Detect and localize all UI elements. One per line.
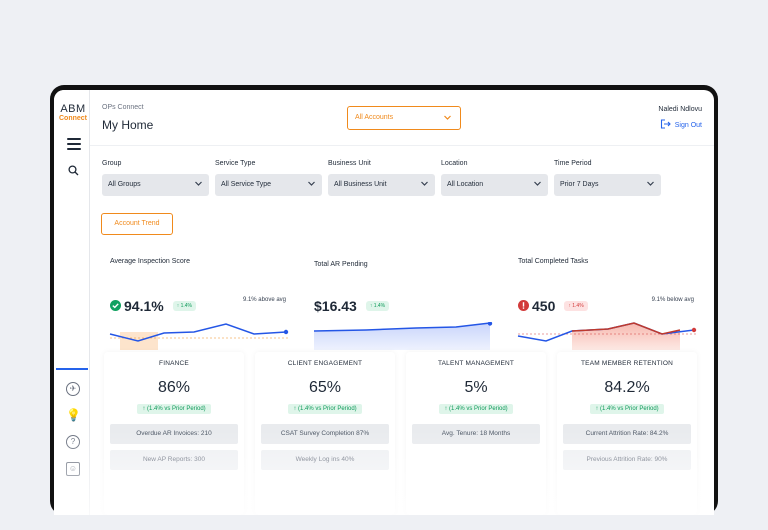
filter-label: Time Period (554, 160, 592, 167)
team-member-retention-card[interactable]: TEAM MEMBER RETENTION 84.2% ↑ (1.4% vs P… (557, 352, 697, 515)
filter-time-period: Time Period Prior 7 Days (554, 160, 661, 196)
location-select[interactable]: All Location (441, 174, 548, 196)
card-title: CLIENT ENGAGEMENT (287, 360, 363, 367)
card-detail-row: Previous Attrition Rate: 90% (563, 450, 691, 470)
completed-tasks-sparkline (517, 322, 697, 350)
business-unit-select[interactable]: All Business Unit (328, 174, 435, 196)
filter-label: Group (102, 160, 122, 167)
metric-cards: FINANCE 86% ↑ (1.4% vs Prior Period) Ove… (104, 352, 704, 515)
filter-business-unit: Business Unit All Business Unit (328, 160, 435, 196)
card-detail-row: CSAT Survey Completion 87% (261, 424, 389, 444)
check-circle-icon (110, 298, 121, 314)
kpi-value: $16.43 (314, 298, 357, 314)
search-icon[interactable] (68, 163, 79, 181)
app-screen: ABM Connect ✈ 💡 ? ☺ OPs Connect My Home … (54, 90, 714, 515)
card-detail-row: Avg. Tenure: 18 Months (412, 424, 540, 444)
filter-service-type: Service Type All Service Type (215, 160, 322, 196)
filter-location: Location All Location (441, 160, 548, 196)
card-detail-row: Overdue AR Invoices: 210 (110, 424, 238, 444)
brand-line2: Connect (59, 115, 87, 122)
kpi-title: Total AR Pending (314, 261, 368, 268)
kpi-note: 9.1% above avg (242, 297, 286, 303)
card-detail-row: Current Attrition Rate: 84.2% (563, 424, 691, 444)
card-title: FINANCE (159, 360, 189, 367)
kpi-title: Total Completed Tasks (518, 258, 589, 265)
user-name: Naledi Ndlovu (658, 106, 702, 113)
kpi-value-row: 450 ↑ 1.4% (518, 298, 588, 314)
kpi-note: 9.1% below avg (651, 297, 694, 303)
lightbulb-icon[interactable]: 💡 (66, 408, 81, 422)
card-detail-row: Weekly Log ins 40% (261, 450, 389, 470)
account-dropdown-value: All Accounts (355, 114, 394, 121)
hamburger-menu-icon[interactable] (67, 138, 81, 150)
kpi-value-row: 94.1% ↑ 1.4% (110, 298, 196, 314)
page-title: My Home (102, 118, 154, 132)
kpi-card-inspection[interactable]: Average Inspection Score 94.1% ↑ 1.4% 9.… (102, 250, 292, 350)
card-change: ↑ (1.4% vs Prior Period) (137, 404, 211, 414)
finance-card[interactable]: FINANCE 86% ↑ (1.4% vs Prior Period) Ove… (104, 352, 244, 515)
filter-label: Location (441, 160, 468, 167)
ar-pending-sparkline (313, 322, 493, 350)
select-value: All Service Type (221, 181, 272, 188)
kpi-card-ar-pending[interactable]: Total AR Pending $16.43 ↑ 1.4% (306, 250, 496, 350)
time-period-select[interactable]: Prior 7 Days (554, 174, 661, 196)
chevron-down-icon (533, 179, 542, 190)
chevron-down-icon (646, 179, 655, 190)
filter-label: Business Unit (328, 160, 371, 167)
change-badge: ↑ 1.4% (564, 301, 588, 311)
kpi-value: 450 (532, 298, 556, 314)
top-header: OPs Connect My Home All Accounts Naledi … (90, 90, 714, 146)
sign-out-link[interactable]: Sign Out (660, 119, 702, 131)
select-value: All Groups (108, 181, 141, 188)
kpi-title: Average Inspection Score (110, 258, 191, 265)
select-value: All Business Unit (334, 181, 387, 188)
rocket-icon[interactable]: ✈ (66, 382, 80, 396)
user-icon[interactable]: ☺ (66, 462, 80, 476)
sign-out-label: Sign Out (674, 121, 702, 129)
inspection-sparkline (109, 323, 289, 350)
account-dropdown[interactable]: All Accounts (347, 106, 461, 130)
card-change: ↑ (1.4% vs Prior Period) (288, 404, 362, 414)
sidebar-divider (56, 368, 88, 370)
app-name: OPs Connect (102, 104, 144, 111)
card-value: 5% (464, 379, 488, 396)
talent-management-card[interactable]: TALENT MANAGEMENT 5% ↑ (1.4% vs Prior Pe… (406, 352, 546, 515)
chevron-down-icon (307, 179, 316, 190)
service-type-select[interactable]: All Service Type (215, 174, 322, 196)
sign-out-icon (660, 119, 671, 131)
card-detail-row: New AP Reports: 300 (110, 450, 238, 470)
change-badge: ↑ 1.4% (365, 301, 390, 311)
chevron-down-icon (420, 179, 429, 190)
card-value: 84.2% (604, 379, 650, 396)
chevron-down-icon (443, 113, 452, 124)
card-value: 65% (308, 379, 342, 396)
change-badge: ↑ 1.4% (172, 301, 196, 311)
card-title: TALENT MANAGEMENT (437, 360, 515, 367)
select-value: Prior 7 Days (560, 181, 599, 188)
kpi-value-row: $16.43 ↑ 1.4% (314, 298, 390, 314)
sidebar: ABM Connect ✈ 💡 ? ☺ (54, 90, 90, 515)
filter-label: Service Type (215, 160, 256, 167)
card-change: ↑ (1.4% vs Prior Period) (590, 404, 664, 414)
brand-line1: ABM (60, 103, 86, 115)
chevron-down-icon (194, 179, 203, 190)
kpi-card-completed-tasks[interactable]: Total Completed Tasks 450 ↑ 1.4% 9.1% be… (510, 250, 700, 350)
client-engagement-card[interactable]: CLIENT ENGAGEMENT 65% ↑ (1.4% vs Prior P… (255, 352, 395, 515)
select-value: All Location (447, 181, 484, 188)
kpi-value: 94.1% (124, 298, 164, 314)
alert-circle-icon (518, 298, 529, 314)
card-value: 86% (157, 379, 191, 396)
filter-group: Group All Groups (102, 160, 209, 196)
group-select[interactable]: All Groups (102, 174, 209, 196)
card-title: TEAM MEMBER RETENTION (581, 360, 673, 367)
card-change: ↑ (1.4% vs Prior Period) (439, 404, 513, 414)
brand-logo[interactable]: ABM Connect (58, 104, 88, 123)
account-trend-button[interactable]: Account Trend (101, 213, 173, 235)
help-icon[interactable]: ? (66, 435, 80, 449)
